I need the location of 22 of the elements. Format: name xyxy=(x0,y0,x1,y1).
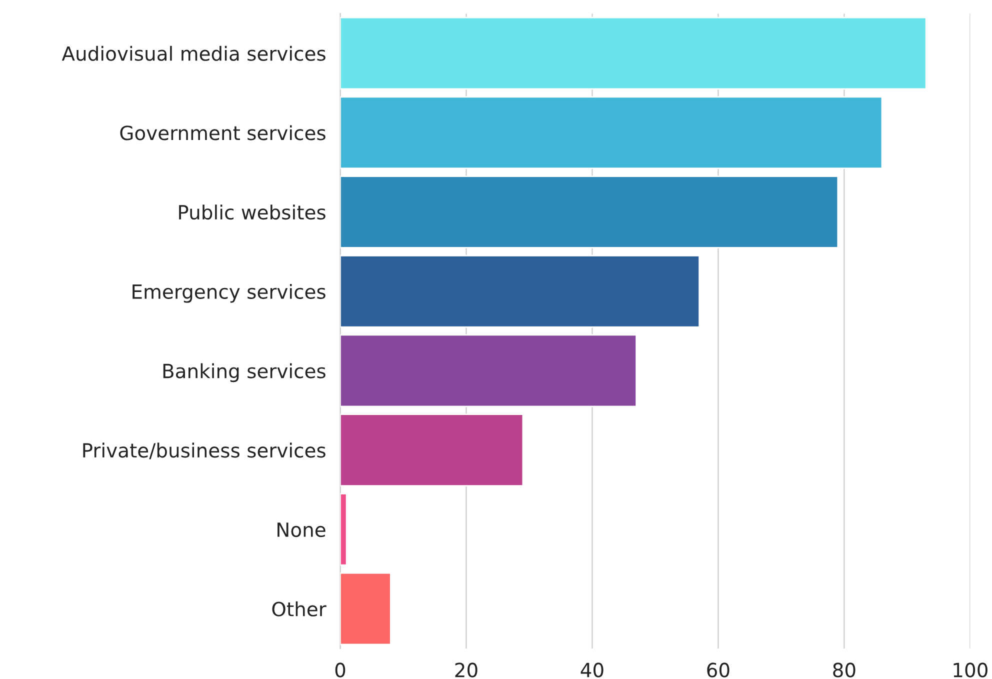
y-tick-label: Banking services xyxy=(163,363,326,382)
bar xyxy=(340,572,392,646)
y-tick-label: Audiovisual media services xyxy=(62,46,326,61)
y-tick-label: Emergency services xyxy=(132,284,326,303)
bar xyxy=(340,414,524,486)
bar xyxy=(340,16,927,90)
bar xyxy=(340,493,348,566)
x-tick-label: 0 xyxy=(335,662,346,678)
bar xyxy=(340,254,700,328)
x-tick-label: 80 xyxy=(833,662,856,678)
x-tick-label: 60 xyxy=(707,662,730,678)
y-tick-label: Public websites xyxy=(179,204,326,220)
y-tick-label: Government services xyxy=(120,125,326,140)
x-tick-label: 20 xyxy=(455,662,478,678)
bar xyxy=(340,96,883,170)
x-tick-label: 40 xyxy=(580,662,604,678)
bar xyxy=(340,176,839,248)
x-tick-label: 100 xyxy=(954,662,988,678)
bar xyxy=(340,334,638,408)
y-tick-label: None xyxy=(278,522,326,538)
y-tick-label: Private/business services xyxy=(83,442,326,460)
y-tick-label: Other xyxy=(272,601,326,616)
